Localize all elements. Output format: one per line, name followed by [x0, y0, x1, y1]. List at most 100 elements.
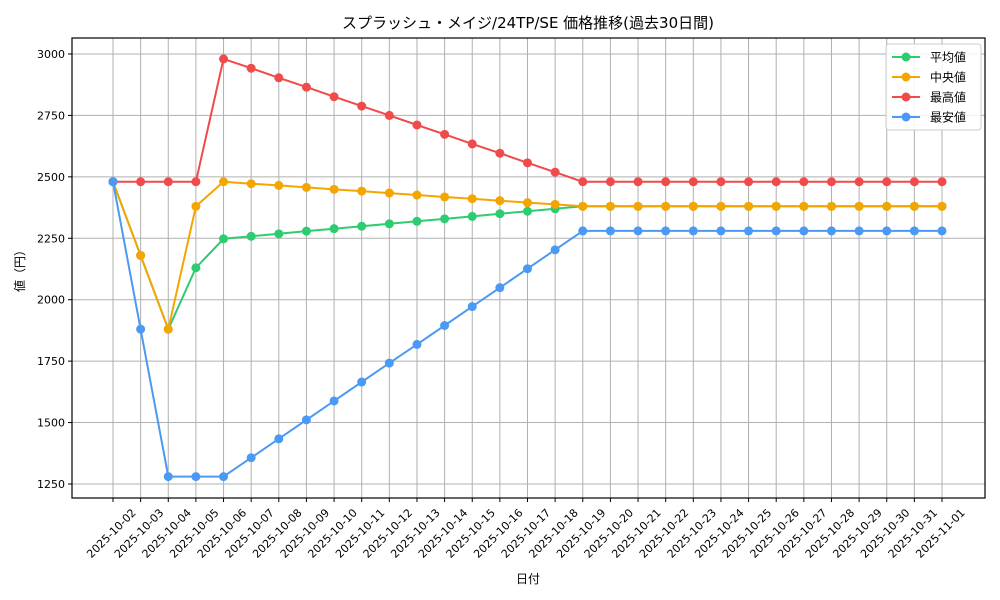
y-axis-label: 値（円）: [12, 244, 27, 292]
series-1: [108, 177, 947, 334]
data-point: [826, 177, 836, 187]
data-point: [440, 321, 450, 330]
y-tick-label: 2500: [37, 171, 65, 184]
data-point: [384, 188, 394, 198]
data-point: [136, 324, 146, 334]
data-point: [329, 92, 339, 102]
y-tick-label: 1250: [37, 478, 65, 491]
data-point: [716, 177, 726, 187]
data-point: [826, 201, 836, 211]
data-point: [771, 201, 781, 211]
data-point: [909, 226, 919, 236]
data-point: [661, 226, 671, 236]
data-point: [633, 201, 643, 211]
data-point: [357, 377, 367, 387]
data-point: [274, 229, 284, 239]
data-point: [384, 110, 394, 120]
data-point: [467, 211, 477, 221]
data-point: [854, 201, 864, 211]
data-point: [799, 201, 809, 211]
data-point: [274, 73, 284, 83]
data-point: [937, 177, 947, 187]
data-point: [661, 177, 671, 187]
data-point: [163, 177, 173, 187]
data-point: [219, 472, 229, 482]
data-point: [440, 129, 450, 139]
series-3: [108, 177, 947, 482]
data-point: [744, 201, 754, 211]
y-tick-label: 2750: [37, 109, 65, 122]
data-point: [440, 214, 450, 224]
data-point: [523, 158, 532, 168]
data-point: [329, 224, 339, 234]
data-point: [799, 226, 809, 236]
data-point: [301, 182, 311, 192]
data-point: [136, 250, 146, 260]
data-point: [550, 167, 560, 177]
data-point: [716, 201, 726, 211]
data-point: [771, 177, 781, 187]
data-point: [246, 63, 256, 73]
data-point: [937, 226, 947, 236]
legend-marker: [901, 72, 911, 82]
data-point: [384, 219, 394, 229]
data-point: [191, 177, 201, 187]
legend-marker: [901, 112, 911, 122]
data-point: [412, 190, 422, 200]
data-point: [357, 221, 367, 231]
data-point: [412, 120, 422, 130]
data-point: [329, 396, 339, 406]
data-point: [219, 177, 229, 187]
data-point: [274, 434, 284, 444]
data-point: [550, 245, 560, 255]
data-point: [744, 177, 754, 187]
data-point: [882, 177, 892, 187]
data-point: [163, 472, 173, 482]
data-point: [246, 231, 256, 241]
data-point: [384, 358, 394, 368]
data-point: [799, 177, 809, 187]
data-point: [523, 206, 532, 216]
x-axis: 2025-10-022025-10-032025-10-042025-10-05…: [84, 498, 968, 561]
data-point: [523, 264, 532, 274]
data-point: [108, 177, 118, 187]
data-point: [550, 199, 560, 209]
data-point: [744, 226, 754, 236]
data-point: [605, 201, 615, 211]
data-point: [937, 201, 947, 211]
data-point: [854, 226, 864, 236]
data-point: [633, 177, 643, 187]
data-point: [191, 472, 201, 482]
grid-lines: [72, 38, 985, 498]
series-layer: [108, 54, 947, 482]
data-point: [219, 234, 229, 244]
y-axis: 1250 1500 1750 2000 2250 2500 2750 3000: [37, 48, 72, 491]
data-point: [882, 226, 892, 236]
y-tick-label: 1750: [37, 355, 65, 368]
data-point: [688, 226, 698, 236]
legend-box: [885, 43, 982, 131]
data-point: [882, 201, 892, 211]
chart-title: スプラッシュ・メイジ/24TP/SE 価格推移(過去30日間): [342, 14, 714, 32]
data-point: [716, 226, 726, 236]
data-point: [909, 177, 919, 187]
data-point: [274, 180, 284, 190]
data-point: [605, 226, 615, 236]
legend-marker: [901, 52, 911, 62]
data-point: [771, 226, 781, 236]
y-tick-label: 2000: [37, 294, 65, 307]
data-point: [467, 302, 477, 312]
data-point: [633, 226, 643, 236]
data-point: [909, 201, 919, 211]
data-point: [301, 82, 311, 92]
data-point: [854, 177, 864, 187]
data-point: [412, 339, 422, 349]
data-point: [412, 216, 422, 226]
data-point: [329, 184, 339, 194]
y-tick-label: 1500: [37, 417, 65, 430]
data-point: [246, 453, 256, 463]
data-point: [357, 186, 367, 196]
x-axis-label: 日付: [516, 572, 540, 586]
